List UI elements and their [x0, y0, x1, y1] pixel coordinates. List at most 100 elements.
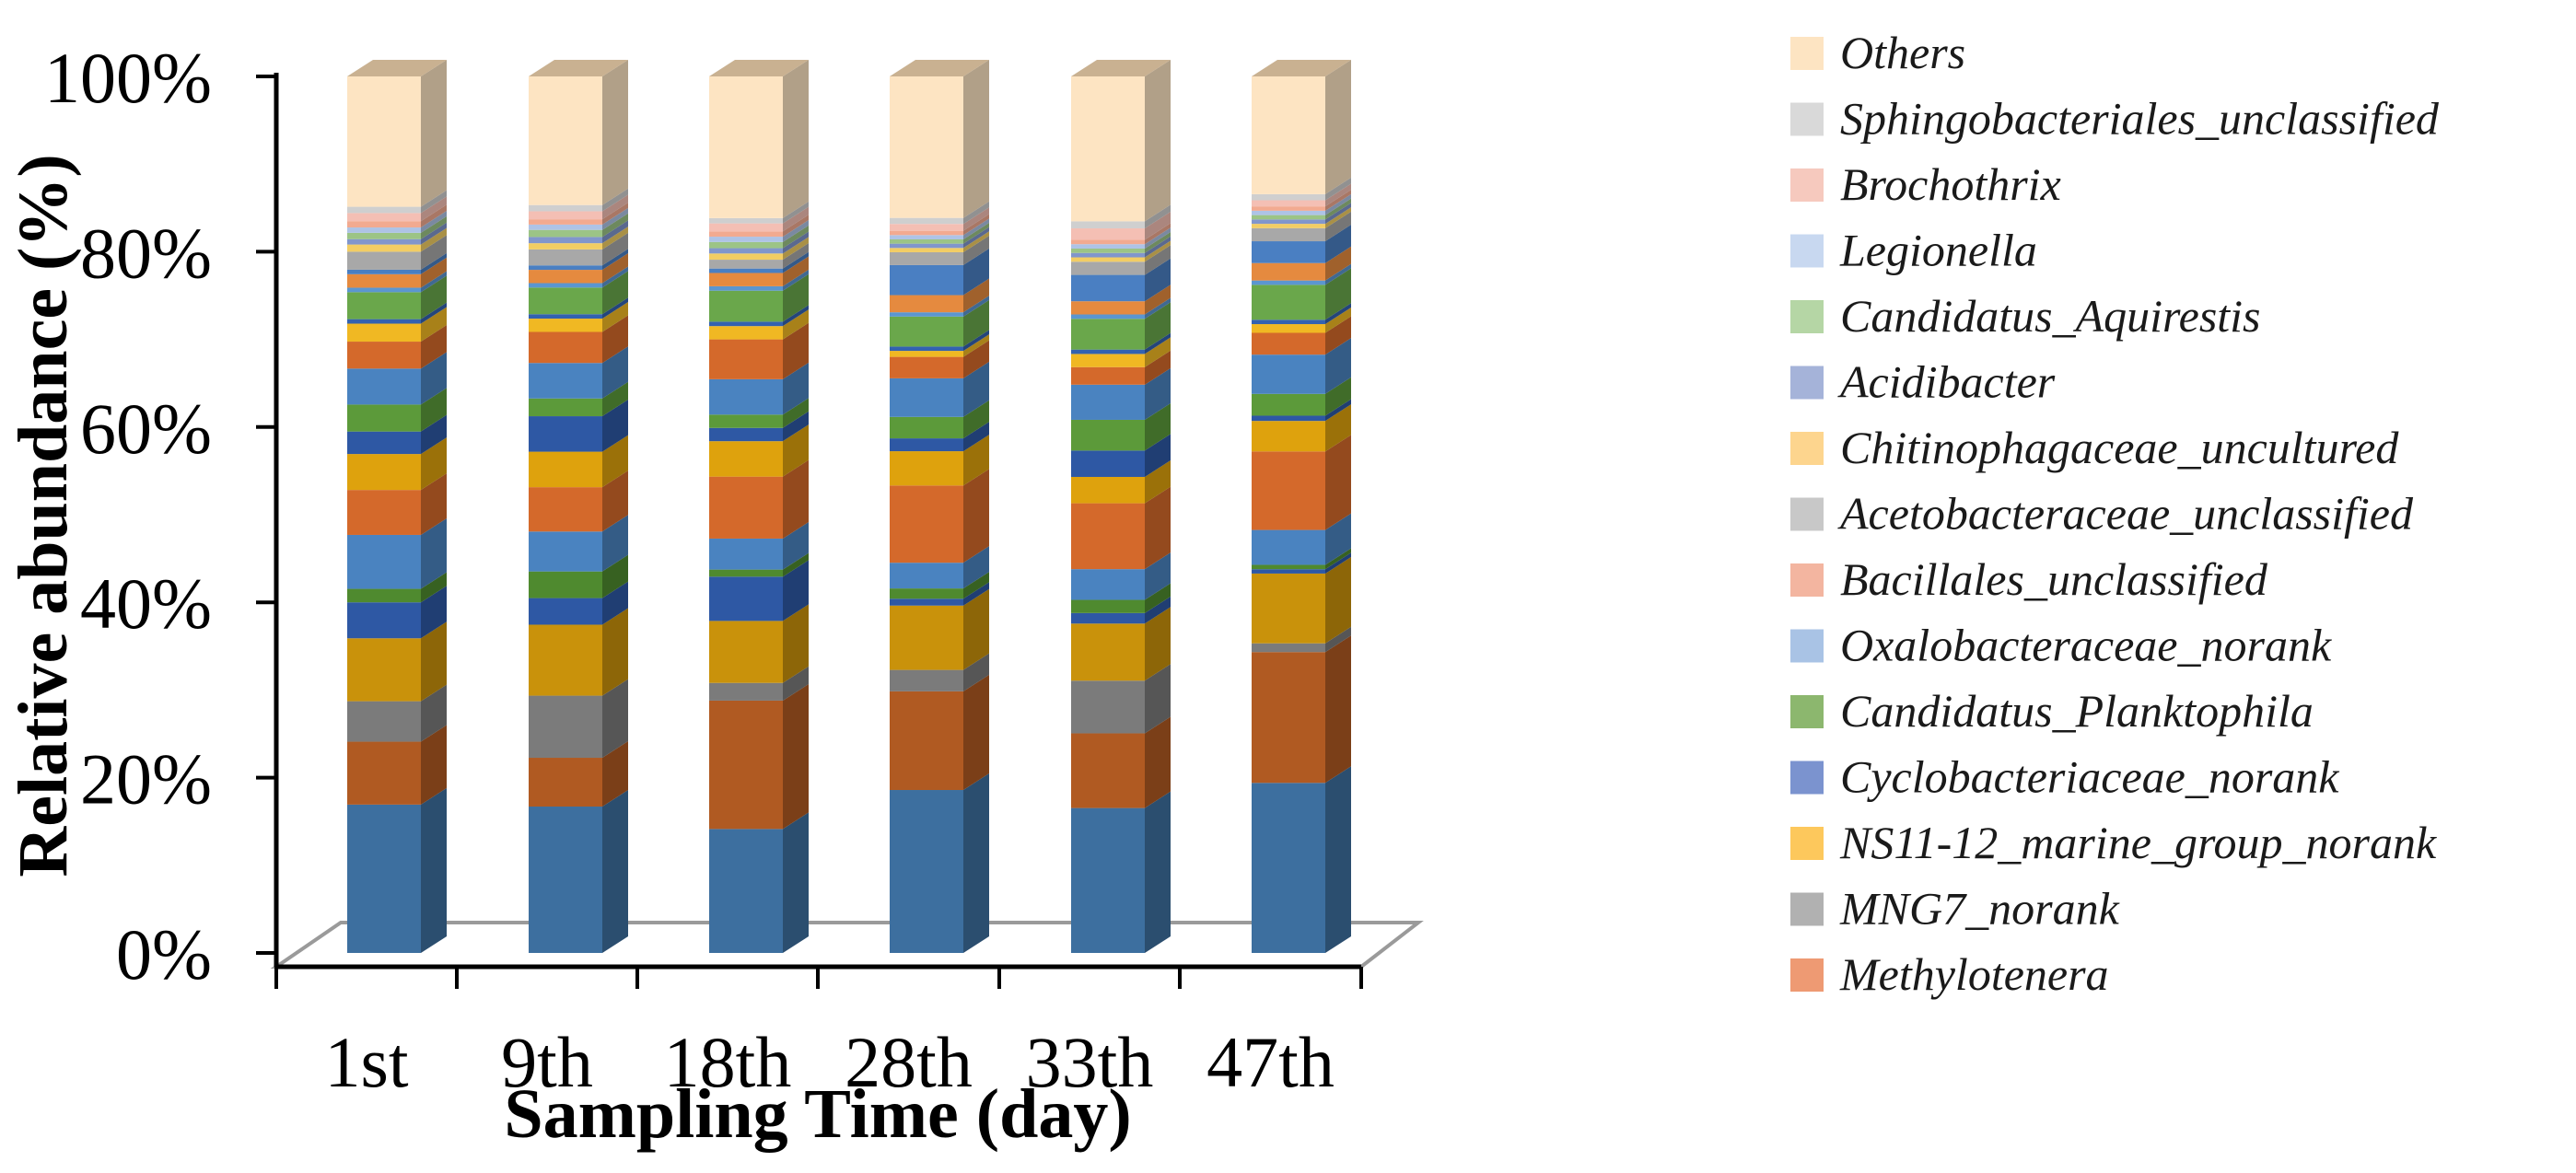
bar-segment-front: [709, 248, 783, 254]
bar-segment-side: [421, 473, 447, 535]
bar-segment: [709, 521, 809, 570]
bar-segment: [890, 330, 989, 352]
legend-swatch: [1790, 234, 1824, 268]
bar-segment-side: [783, 60, 809, 218]
bar-segment-front: [347, 342, 421, 369]
bar-segment: [709, 231, 809, 254]
bar-segment: [890, 235, 989, 265]
bar-segment: [529, 581, 628, 625]
bar-segment: [709, 322, 809, 379]
bar-segment-side: [1145, 297, 1171, 319]
bar-segment: [890, 214, 989, 236]
bar-segment-side: [1325, 556, 1351, 644]
bar-segment-front: [709, 326, 783, 340]
bar-segment-side: [1145, 716, 1171, 808]
legend-label: Legionella: [1839, 225, 2037, 276]
bar-segment-front: [1071, 76, 1145, 222]
bar-segment: [347, 725, 447, 805]
bar-segment-side: [963, 330, 989, 352]
legend-swatch: [1790, 892, 1824, 926]
bar-segment-front: [529, 451, 602, 488]
bar-segment: [1252, 193, 1351, 215]
bar-segment: [709, 201, 809, 224]
bar-segment: [709, 269, 809, 291]
bar-segment-front: [709, 414, 783, 428]
bar-segment: [347, 325, 447, 369]
bar-segment-front: [529, 807, 602, 953]
bar-segment: [1071, 402, 1171, 451]
bar-segment: [347, 211, 447, 233]
bar-segment: [709, 215, 809, 238]
bar-segment: [709, 60, 809, 218]
bar-segment-front: [347, 323, 421, 343]
bar-segment-side: [963, 278, 989, 313]
bar-segment-front: [1252, 227, 1325, 242]
bar-segment: [890, 400, 989, 439]
legend-item: Candidatus_Aquirestis: [1790, 290, 2261, 342]
bar-segment-side: [963, 231, 989, 252]
bar-segment-front: [890, 563, 963, 589]
bar-segment-side: [1145, 459, 1171, 504]
bar-segment-side: [421, 787, 447, 953]
bar-segment: [709, 666, 809, 701]
bar-segment-front: [1071, 349, 1145, 354]
bar-segment-side: [783, 521, 809, 570]
bar-segment-front: [1071, 680, 1145, 734]
bar-segment-front: [890, 669, 963, 691]
bar-segment-front: [709, 569, 783, 577]
bar-segment-side: [1325, 203, 1351, 225]
bar-segment-side: [963, 334, 989, 357]
bar-segment-front: [347, 227, 421, 233]
bar-segment-side: [1145, 350, 1171, 385]
bar-segment-front: [709, 217, 783, 224]
bar-segment: [890, 572, 989, 599]
bar-segment-side: [602, 220, 628, 244]
bar-segment-front: [709, 76, 783, 218]
bar-segment: [1252, 308, 1351, 333]
bar-segment: [1071, 716, 1171, 808]
x-tick-label: 1st: [324, 1022, 408, 1102]
bar-segment-front: [1252, 451, 1325, 530]
bar-top-face: [529, 60, 628, 76]
bar-segment-front: [1252, 319, 1325, 325]
bar-segment-side: [1145, 212, 1171, 240]
legend-swatch: [1790, 563, 1824, 597]
bar-segment-front: [1252, 224, 1325, 228]
bar-segment-front: [529, 283, 602, 288]
bar-segment-front: [1252, 332, 1325, 355]
bar-segment-front: [1071, 419, 1145, 451]
legend-label: Oxalobacteraceae_norank: [1840, 620, 2332, 671]
bar-segment-front: [890, 356, 963, 378]
bar-segment-side: [602, 194, 628, 220]
bar-segment-front: [1252, 285, 1325, 320]
bar-segment: [709, 251, 809, 273]
bar-segment-front: [709, 538, 783, 570]
bar-segment-front: [890, 248, 963, 252]
bar-segment-side: [602, 581, 628, 625]
bar-segment: [1252, 399, 1351, 422]
bar-segment-side: [602, 679, 628, 759]
legend-swatch: [1790, 958, 1824, 992]
bar-segment-front: [890, 230, 963, 236]
bar-segment-side: [1145, 236, 1171, 258]
bar-segment-front: [890, 295, 963, 313]
bar-segment: [709, 362, 809, 415]
bar-segment-side: [1145, 583, 1171, 613]
bar-segment-front: [1071, 319, 1145, 350]
bar-segment-front: [1071, 366, 1145, 385]
bar-segment: [1071, 664, 1171, 734]
bar-segment: [890, 773, 989, 953]
bar-segment-side: [1325, 263, 1351, 285]
bar-segment-front: [347, 292, 421, 319]
bar-segment-front: [709, 260, 783, 269]
bar-segment: [1071, 302, 1171, 350]
bar-segment-front: [890, 224, 963, 231]
bar-segment-front: [347, 287, 421, 293]
bar-segment-side: [602, 60, 628, 205]
bar-segment-side: [963, 60, 989, 218]
bar-segment-front: [709, 253, 783, 261]
bar-segment: [1071, 212, 1171, 240]
bar-segment-side: [421, 414, 447, 455]
bar-segment-side: [602, 515, 628, 572]
bar-segment-side: [602, 790, 628, 953]
